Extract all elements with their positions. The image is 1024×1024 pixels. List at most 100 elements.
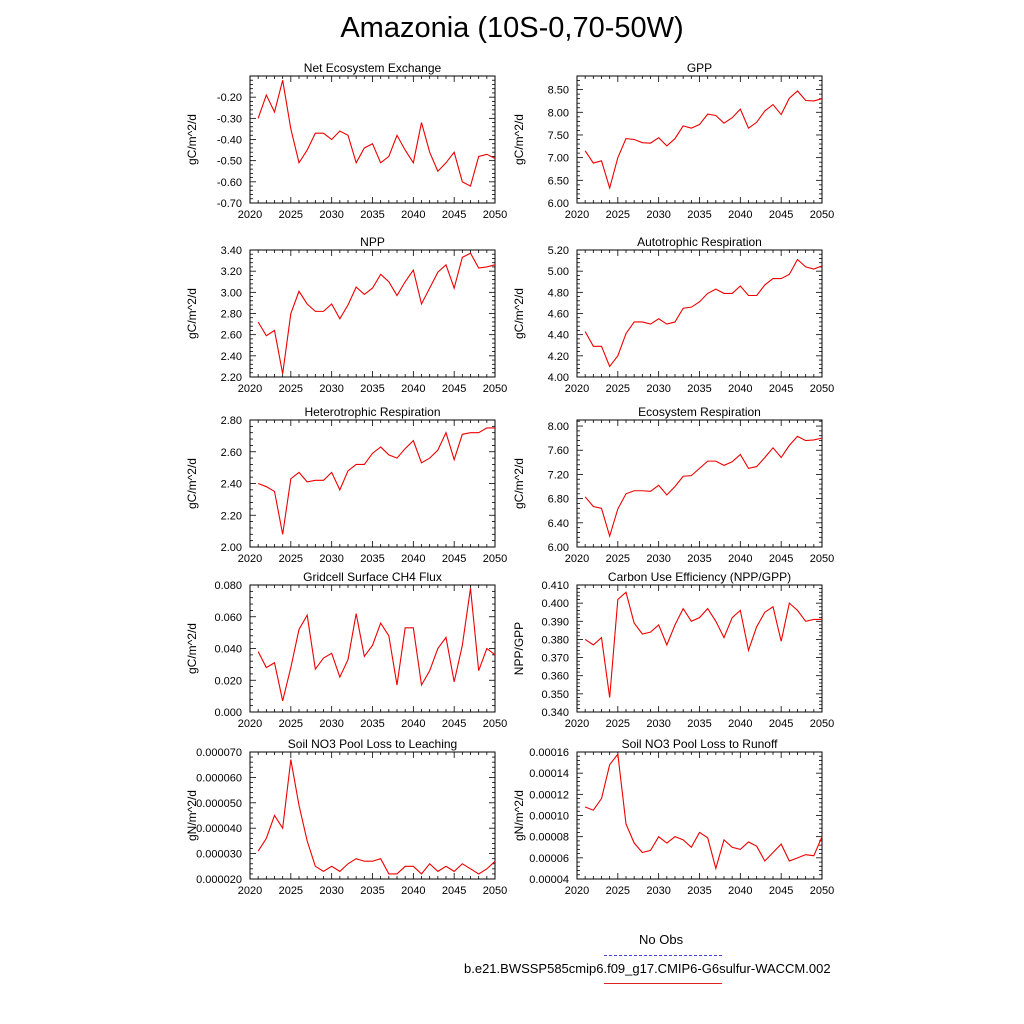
plot-frame [576,75,823,204]
x-tick-label: 2040 [728,718,752,730]
y-tick-label: 0.410 [541,580,569,592]
y-axis-label: gC/m^2/d [512,458,526,509]
x-tick-label: 2035 [360,383,384,395]
y-tick-label: 0.040 [214,644,242,656]
x-tick-label: 2035 [360,885,384,897]
y-tick-label: 4.40 [548,330,569,342]
panel-title: Soil NO3 Pool Loss to Leaching [288,737,457,751]
y-tick-label: 6.00 [548,198,569,210]
y-tick-label: 6.50 [548,175,569,187]
x-tick-label: 2030 [319,209,343,221]
y-tick-label: -0.30 [217,113,242,125]
x-tick-label: 2025 [279,553,303,565]
legend-label-case: b.e21.BWSSP585cmip6.f09_g17.CMIP6-G6sulf… [464,961,831,976]
panel-carbon-use-efficiency-npp-gpp: Carbon Use Efficiency (NPP/GPP) NPP/GPP 20… [512,570,834,730]
x-tick-label: 2025 [279,209,303,221]
x-tick-label: 2025 [606,553,630,565]
y-tick-label: 0.380 [541,634,569,646]
y-tick-label: 3.20 [221,266,242,278]
y-tick-label: 0.390 [541,616,569,628]
x-tick-label: 2040 [728,383,752,395]
y-tick-label: 4.00 [548,372,569,384]
panel-heterotrophic-respiration: Heterotrophic Respiration gC/m^2/d 2020 202… [185,405,507,565]
y-tick-label: 0.060 [214,612,242,624]
x-tick-label: 2045 [442,209,466,221]
y-tick-label: 0.360 [541,671,569,683]
y-tick-label: 2.80 [221,415,242,427]
legend-label-no-obs: No Obs [639,932,684,947]
y-tick-label: -0.70 [217,198,242,210]
panel-ecosystem-respiration: Ecosystem Respiration gC/m^2/d 2020 2025 203… [512,405,834,565]
series-line [257,252,496,374]
y-tick-label: 0.400 [541,598,569,610]
x-tick-label: 2040 [401,383,425,395]
panel-title: Gridcell Surface CH4 Flux [303,570,442,584]
y-tick-label: -0.40 [217,135,242,147]
y-tick-label: -0.50 [217,156,242,168]
y-tick-label: 7.60 [548,445,569,457]
x-tick-label: 2030 [646,209,670,221]
x-tick-label: 2045 [769,383,793,395]
panel-net-ecosystem-exchange: Net Ecosystem Exchange gC/m^2/d 2020 2025 20… [185,61,507,221]
series-line [257,427,495,535]
panel-autotrophic-respiration: Autotrophic Respiration gC/m^2/d 2020 2025 2… [512,235,834,395]
y-axis-label: gC/m^2/d [512,288,526,339]
y-tick-label: 4.20 [548,351,569,363]
y-tick-label: 0.00010 [529,811,569,823]
y-axis-label: gN/m^2/d [512,790,526,841]
y-tick-label: 7.20 [548,469,569,481]
x-tick-label: 2045 [769,209,793,221]
panel-title: Net Ecosystem Exchange [304,61,442,75]
x-tick-label: 2045 [442,383,466,395]
y-tick-label: 2.20 [221,372,242,384]
x-tick-label: 2025 [279,383,303,395]
y-tick-label: 0.000040 [196,823,242,835]
panel-gpp: GPP gC/m^2/d 2020 2025 2030 2035 2040 2045 2050 6… [512,61,834,221]
y-tick-label: 2.20 [221,510,242,522]
y-tick-label: 7.50 [548,130,569,142]
plot-frame [249,249,496,378]
panel-gridcell-surface-ch4-flux: Gridcell Surface CH4 Flux gC/m^2/d 2020 202… [185,570,507,730]
y-tick-label: 5.20 [548,245,569,257]
y-tick-label: 3.40 [221,245,242,257]
plot-frame [249,584,496,713]
y-tick-label: 2.00 [221,542,242,554]
series-line [584,258,823,368]
x-tick-label: 2045 [769,718,793,730]
x-tick-label: 2035 [687,209,711,221]
y-tick-label: 3.00 [221,287,242,299]
x-tick-label: 2040 [401,885,425,897]
y-tick-label: 2.60 [221,330,242,342]
y-tick-label: 0.000070 [196,747,242,759]
page-title: Amazonia (10S-0,70-50W) [340,12,684,44]
series-line [257,80,496,187]
x-tick-label: 2020 [565,383,589,395]
y-tick-label: 0.000020 [196,874,242,886]
x-tick-label: 2025 [606,383,630,395]
plot-frame [576,419,823,548]
plot-frame [249,751,496,880]
series-line [257,588,496,702]
x-tick-label: 2020 [238,209,262,221]
x-tick-label: 2035 [687,718,711,730]
y-tick-label: 2.40 [221,351,242,363]
x-tick-label: 2050 [483,718,507,730]
x-tick-label: 2035 [687,885,711,897]
panel-title: GPP [687,61,712,75]
legend-line-case [604,983,722,984]
x-tick-label: 2050 [810,718,834,730]
series-line [584,90,823,191]
y-tick-label: -0.60 [217,177,242,189]
x-tick-label: 2050 [810,209,834,221]
panel-soil-no3-pool-loss-to-runoff: Soil NO3 Pool Loss to Runoff gN/m^2/d 2020… [512,737,834,897]
x-tick-label: 2040 [401,718,425,730]
x-tick-label: 2030 [319,553,343,565]
y-tick-label: 0.00016 [529,747,569,759]
x-tick-label: 2030 [319,718,343,730]
x-tick-label: 2045 [769,885,793,897]
x-tick-label: 2050 [810,553,834,565]
panel-title: NPP [360,235,385,249]
x-tick-label: 2030 [646,718,670,730]
y-tick-label: 5.00 [548,266,569,278]
